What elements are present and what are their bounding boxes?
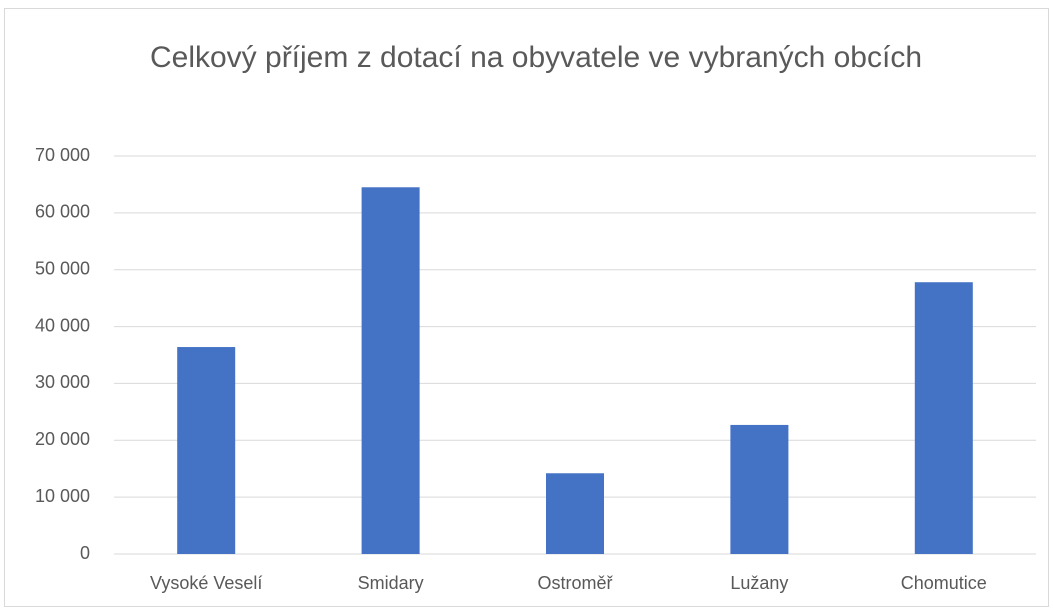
chart-frame	[4, 8, 1049, 607]
bar	[914, 282, 973, 554]
y-tick-label: 30 000	[35, 372, 90, 392]
x-tick-label: Ostroměř	[537, 573, 613, 593]
x-tick-label: Chomutice	[901, 573, 987, 593]
bar	[730, 424, 789, 554]
chart-title: Celkový příjem z dotací na obyvatele ve …	[149, 41, 923, 74]
x-tick-label: Smidary	[358, 573, 424, 593]
x-tick-label: Lužany	[730, 573, 788, 593]
y-tick-label: 40 000	[35, 315, 90, 335]
y-tick-label: 0	[80, 543, 90, 563]
bar	[361, 187, 420, 554]
y-tick-label: 50 000	[35, 258, 90, 278]
bar	[177, 347, 236, 554]
y-tick-label: 20 000	[35, 429, 90, 449]
bar	[546, 473, 604, 554]
y-tick-label: 10 000	[35, 486, 90, 506]
x-tick-label: Vysoké Veselí	[150, 573, 262, 593]
y-tick-label: 70 000	[35, 145, 90, 165]
y-tick-label: 60 000	[35, 202, 90, 222]
